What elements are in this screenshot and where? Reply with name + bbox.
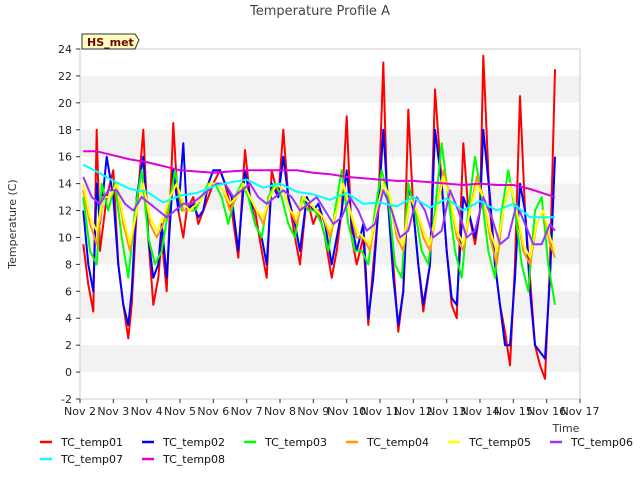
x-tick-label: Nov 6	[197, 405, 229, 418]
x-tick-label: Nov 4	[131, 405, 163, 418]
x-tick-label: Nov 5	[164, 405, 196, 418]
legend-label: TC_temp07	[60, 453, 123, 466]
x-tick-label: Nov 11	[361, 405, 400, 418]
series-line-tc_temp03	[82, 142, 556, 305]
y-tick-label: 14	[58, 178, 72, 191]
x-tick-label: Nov 17	[561, 405, 600, 418]
x-tick-label: Nov 9	[297, 405, 329, 418]
y-tick-label: 6	[65, 285, 72, 298]
x-axis-title: Time	[552, 422, 580, 435]
x-tick-label: Nov 2	[64, 405, 96, 418]
grid-band	[80, 75, 580, 103]
plot-area-frame	[79, 48, 581, 400]
x-tick-label: Nov 8	[264, 405, 296, 418]
legend: TC_temp01 TC_temp02 TC_temp03 TC_temp04 TC_t…	[40, 436, 633, 466]
y-tick-label: 20	[58, 97, 72, 110]
x-tick-label: Nov 13	[427, 405, 466, 418]
y-tick-label: 18	[58, 124, 72, 137]
legend-label: TC_temp04	[366, 436, 429, 449]
grid-band	[80, 183, 580, 211]
legend-label: TC_temp05	[468, 436, 531, 449]
grid-band	[80, 345, 580, 373]
series-line-tc_temp05	[82, 175, 556, 259]
y-tick-label: 16	[58, 151, 72, 164]
badge-label: HS_met	[87, 36, 134, 49]
badge-shape	[81, 33, 140, 50]
y-tick-label: 24	[58, 43, 72, 56]
grid-band	[80, 291, 580, 319]
x-tick-label: Nov 12	[394, 405, 433, 418]
y-tick-label: -2	[61, 393, 72, 406]
y-tick-label: 0	[65, 366, 72, 379]
x-axis-ticks: Nov 2 Nov 3 Nov 4 Nov 5 Nov 6 Nov 7 Nov 8 Nov 9…	[64, 399, 599, 418]
grid-bands	[80, 75, 580, 373]
y-tick-label: 2	[65, 339, 72, 352]
chart-title: Temperature Profile A	[249, 4, 390, 19]
x-tick-label: Nov 15	[494, 405, 533, 418]
legend-label: TC_temp03	[264, 436, 327, 449]
hs-met-badge: HS_met	[81, 33, 140, 50]
series-line-tc_temp06	[82, 176, 556, 246]
y-tick-label: 10	[58, 231, 72, 244]
y-tick-label: 22	[58, 70, 72, 83]
series-layer	[82, 54, 556, 380]
series-line-tc_temp08	[83, 150, 556, 199]
x-tick-label: Nov 10	[327, 405, 366, 418]
x-tick-label: Nov 16	[527, 405, 566, 418]
x-tick-label: Nov 14	[461, 405, 500, 418]
y-tick-label: 4	[65, 312, 72, 325]
y-axis-title: Temperature (C)	[6, 179, 19, 269]
legend-label: TC_temp01	[60, 436, 123, 449]
legend-label: TC_temp02	[162, 436, 225, 449]
series-line-tc_temp07	[82, 163, 555, 219]
legend-label: TC_temp06	[570, 436, 633, 449]
series-line-tc_temp02	[82, 128, 556, 360]
y-tick-label: 8	[65, 258, 72, 271]
x-tick-label: Nov 3	[97, 405, 129, 418]
grid-band	[80, 129, 580, 157]
x-tick-label: Nov 7	[231, 405, 263, 418]
legend-label: TC_temp08	[162, 453, 225, 466]
y-tick-label: 12	[58, 205, 72, 218]
